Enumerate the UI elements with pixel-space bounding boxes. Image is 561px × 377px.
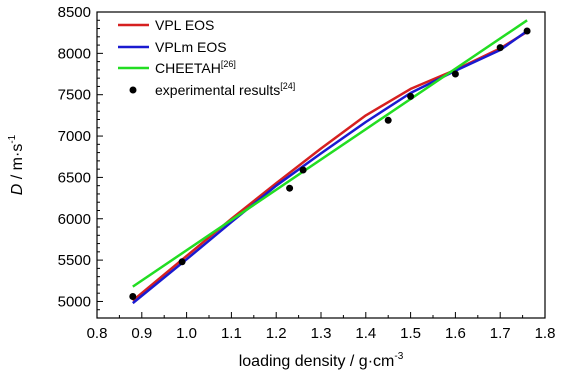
- data-point-2: [286, 184, 294, 192]
- x-tick-label-6: 1.4: [355, 325, 376, 342]
- data-point-3: [299, 166, 307, 174]
- x-tick-label-5: 1.3: [311, 325, 332, 342]
- y-axis-label: D / m·s-1: [7, 134, 26, 195]
- data-point-7: [496, 44, 504, 52]
- data-point-0: [129, 293, 137, 300]
- x-axis-label: loading density / g·cm-3: [239, 351, 404, 370]
- x-tick-label-0: 0.8: [87, 325, 108, 342]
- y-tick-label-0: 5000: [58, 293, 91, 310]
- legend-label-vpl-eos: VPL EOS: [155, 17, 214, 33]
- x-tick-label-1: 0.9: [131, 325, 152, 342]
- legend-label-experimental-text: experimental results: [155, 82, 280, 98]
- legend: VPL EOS VPLm EOS CHEETAH[26] experimenta…: [118, 17, 295, 98]
- legend-label-vplm-eos: VPLm EOS: [155, 39, 227, 55]
- y-tick-label-6: 8000: [58, 45, 91, 62]
- x-tick-label-10: 1.8: [535, 325, 556, 342]
- legend-label-cheetah: CHEETAH[26]: [155, 59, 236, 76]
- y-tick-label-7: 8500: [58, 4, 91, 21]
- y-tick-label-5: 7500: [58, 87, 91, 104]
- y-tick-labels: 5000 5500 6000 6500 7000 7500 8000 8500: [58, 4, 91, 310]
- y-tick-label-1: 5500: [58, 252, 91, 269]
- x-tick-labels: 0.8 0.9 1.0 1.1 1.2 1.3 1.4 1.5 1.6 1.7 1.8: [87, 325, 556, 342]
- legend-label-experimental-sup: [24]: [280, 81, 295, 91]
- x-axis-label-text: loading density / g·cm: [239, 353, 395, 370]
- data-point-8: [523, 27, 531, 35]
- y-axis-label-unit: / m·s: [9, 144, 26, 184]
- data-point-6: [451, 70, 459, 78]
- series-line-2: [132, 19, 528, 288]
- plot-lines: [132, 19, 528, 305]
- data-point-4: [384, 116, 392, 124]
- legend-label-experimental: experimental results[24]: [155, 81, 295, 98]
- x-tick-label-4: 1.2: [266, 325, 287, 342]
- x-tick-label-9: 1.7: [490, 325, 511, 342]
- axis-ticks: [96, 11, 546, 318]
- legend-label-cheetah-text: CHEETAH: [155, 60, 221, 76]
- x-tick-label-3: 1.1: [221, 325, 242, 342]
- data-point-1: [178, 258, 186, 266]
- y-tick-label-4: 7000: [58, 128, 91, 145]
- plot-points: [129, 27, 531, 300]
- y-tick-label-2: 6000: [58, 211, 91, 228]
- y-axis-label-sup: -1: [7, 134, 18, 143]
- series-line-1: [132, 29, 528, 305]
- x-tick-label-7: 1.5: [400, 325, 421, 342]
- legend-swatch-experimental: [129, 86, 137, 94]
- y-tick-label-3: 6500: [58, 169, 91, 186]
- x-axis-label-sup: -3: [394, 351, 403, 362]
- x-tick-label-8: 1.6: [445, 325, 466, 342]
- legend-label-cheetah-sup: [26]: [221, 59, 236, 69]
- y-axis-label-var: D: [9, 183, 26, 195]
- legend-label-vplm-eos-text: VPLm EOS: [155, 39, 227, 55]
- x-tick-label-2: 1.0: [176, 325, 197, 342]
- data-point-5: [407, 92, 415, 100]
- legend-label-vpl-eos-text: VPL EOS: [155, 17, 214, 33]
